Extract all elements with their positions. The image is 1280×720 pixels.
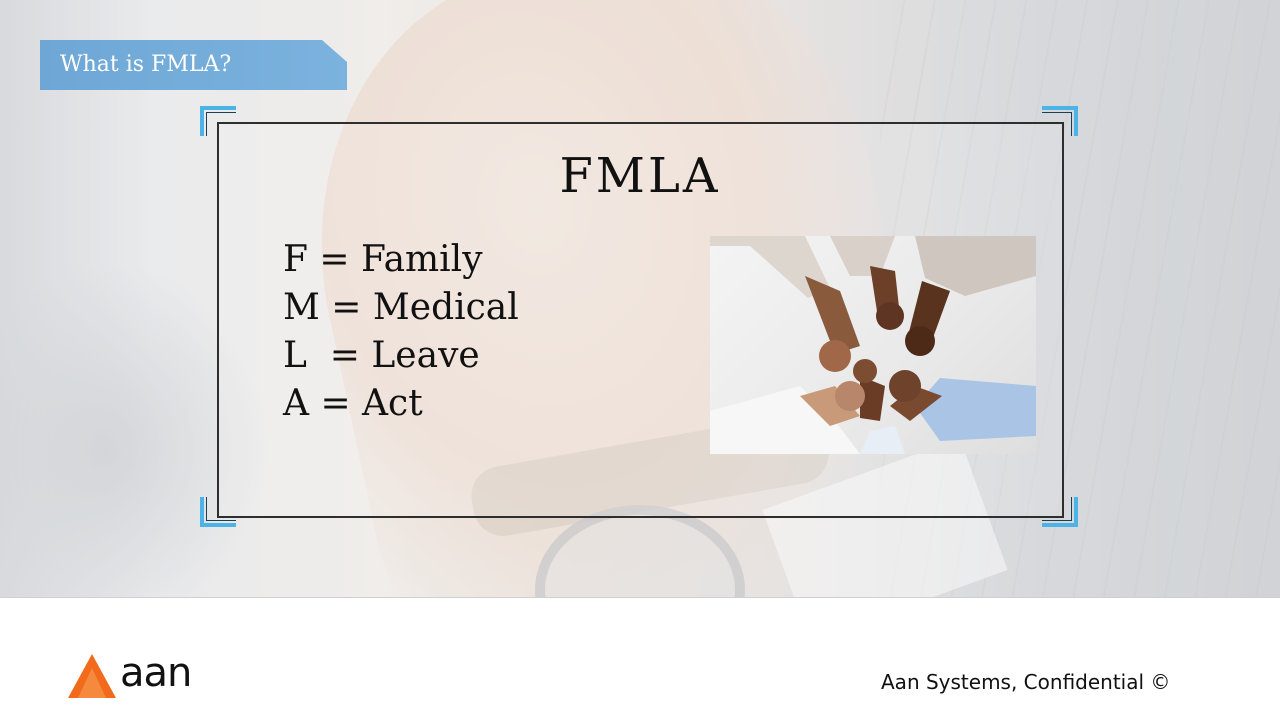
orange-triangle-logo-icon <box>68 654 116 698</box>
footer-divider <box>0 597 1280 598</box>
acronym-line-l: L = Leave <box>283 335 480 376</box>
frame-corner-bottom-right <box>1042 497 1078 527</box>
acronym-line-f: F = Family <box>283 239 483 280</box>
logo-text: aan <box>120 650 192 696</box>
frame-corner-bottom-left <box>200 497 236 527</box>
acronym-list: F = Family M = Medical L = Leave A = Act <box>283 236 519 428</box>
joined-hands-photo <box>710 236 1036 454</box>
joined-hands-illustration <box>710 236 1036 454</box>
company-logo: aan <box>68 650 198 700</box>
background-suit-left <box>0 260 270 597</box>
frame-corner-top-right <box>1042 106 1078 136</box>
frame-corner-top-left <box>200 106 236 136</box>
section-tag-label: What is FMLA? <box>60 52 232 77</box>
acronym-line-m: M = Medical <box>283 287 519 328</box>
section-tag: What is FMLA? <box>40 40 347 90</box>
background-overlay <box>0 0 1280 597</box>
background-photo <box>0 0 1280 597</box>
slide-title: FMLA <box>559 148 721 204</box>
acronym-line-a: A = Act <box>283 383 423 424</box>
confidential-note: Aan Systems, Confidential © <box>881 670 1171 694</box>
